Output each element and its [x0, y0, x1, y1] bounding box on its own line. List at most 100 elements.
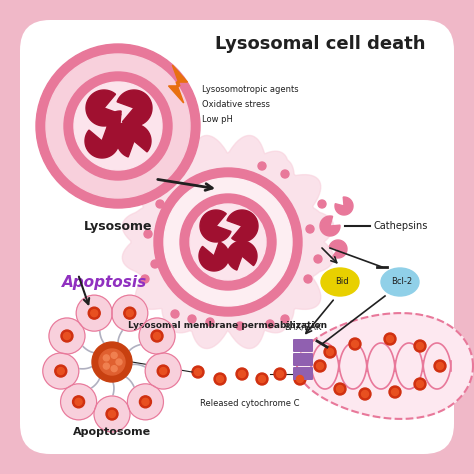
Circle shape — [214, 373, 226, 385]
Circle shape — [61, 330, 73, 342]
Circle shape — [103, 355, 109, 361]
Circle shape — [111, 352, 117, 358]
Circle shape — [314, 360, 326, 372]
Circle shape — [75, 398, 82, 405]
Circle shape — [151, 330, 163, 342]
Circle shape — [417, 343, 423, 349]
Polygon shape — [297, 313, 473, 419]
Circle shape — [276, 371, 283, 377]
Circle shape — [139, 396, 151, 408]
Circle shape — [76, 295, 112, 331]
Circle shape — [88, 307, 100, 319]
Circle shape — [124, 307, 136, 319]
Circle shape — [337, 385, 344, 392]
FancyBboxPatch shape — [293, 353, 313, 366]
Circle shape — [116, 359, 122, 365]
Circle shape — [188, 315, 196, 323]
Circle shape — [190, 204, 266, 280]
Circle shape — [256, 373, 268, 385]
Circle shape — [64, 332, 71, 339]
Circle shape — [126, 310, 133, 317]
Circle shape — [317, 363, 323, 370]
Polygon shape — [199, 242, 229, 271]
Circle shape — [73, 396, 84, 408]
Circle shape — [349, 338, 361, 350]
Polygon shape — [200, 210, 231, 242]
FancyBboxPatch shape — [8, 8, 466, 466]
Polygon shape — [227, 210, 258, 242]
FancyBboxPatch shape — [293, 367, 313, 380]
Circle shape — [389, 386, 401, 398]
Polygon shape — [329, 240, 347, 258]
Circle shape — [164, 178, 292, 306]
Circle shape — [145, 353, 181, 389]
Circle shape — [392, 389, 399, 395]
Circle shape — [141, 275, 149, 283]
Circle shape — [128, 384, 164, 420]
Circle shape — [324, 346, 336, 358]
Circle shape — [103, 363, 109, 369]
Circle shape — [46, 54, 190, 198]
Circle shape — [192, 366, 204, 378]
Circle shape — [43, 353, 79, 389]
Circle shape — [217, 375, 224, 383]
Polygon shape — [320, 216, 340, 236]
Circle shape — [94, 396, 130, 432]
Ellipse shape — [321, 268, 359, 296]
Circle shape — [99, 349, 125, 375]
Text: Oxidative stress: Oxidative stress — [202, 100, 270, 109]
Circle shape — [414, 378, 426, 390]
Circle shape — [61, 384, 97, 420]
Polygon shape — [227, 241, 257, 270]
Circle shape — [91, 310, 98, 317]
Circle shape — [111, 365, 117, 372]
Circle shape — [334, 383, 346, 395]
Circle shape — [206, 318, 214, 326]
Circle shape — [64, 72, 172, 180]
Circle shape — [274, 368, 286, 380]
Circle shape — [294, 373, 306, 385]
Text: Lysosomotropic agents: Lysosomotropic agents — [202, 84, 299, 93]
Circle shape — [304, 275, 312, 283]
Circle shape — [318, 200, 326, 208]
Circle shape — [297, 375, 303, 383]
Circle shape — [154, 332, 161, 339]
Circle shape — [157, 365, 169, 377]
Text: Bid: Bid — [335, 277, 349, 286]
Circle shape — [36, 44, 200, 208]
Circle shape — [112, 295, 148, 331]
Polygon shape — [117, 124, 151, 157]
Circle shape — [194, 368, 201, 375]
Circle shape — [266, 320, 274, 328]
Polygon shape — [122, 136, 334, 348]
Text: Lysosomal membrane permeabilization: Lysosomal membrane permeabilization — [128, 321, 328, 330]
Circle shape — [258, 162, 266, 170]
Circle shape — [57, 367, 64, 374]
Polygon shape — [335, 197, 353, 215]
Circle shape — [236, 322, 244, 330]
Polygon shape — [107, 111, 133, 137]
Text: Released cytochrome C: Released cytochrome C — [200, 400, 300, 409]
Circle shape — [352, 340, 358, 347]
Circle shape — [144, 230, 152, 238]
Circle shape — [55, 365, 67, 377]
Circle shape — [151, 260, 159, 268]
Circle shape — [236, 368, 248, 380]
Circle shape — [156, 200, 164, 208]
Circle shape — [154, 168, 302, 316]
Circle shape — [142, 398, 149, 405]
Circle shape — [362, 391, 368, 398]
Circle shape — [414, 340, 426, 352]
Circle shape — [92, 342, 132, 382]
Polygon shape — [85, 125, 119, 158]
FancyBboxPatch shape — [293, 339, 313, 352]
Text: Apoptosis: Apoptosis — [62, 274, 147, 290]
Circle shape — [180, 194, 276, 290]
Text: Cathepsins: Cathepsins — [374, 221, 428, 231]
Text: Low pH: Low pH — [202, 115, 233, 124]
Circle shape — [109, 410, 116, 418]
Text: Lysosome: Lysosome — [84, 219, 152, 233]
Circle shape — [281, 315, 289, 323]
Circle shape — [434, 360, 446, 372]
Polygon shape — [86, 90, 121, 126]
